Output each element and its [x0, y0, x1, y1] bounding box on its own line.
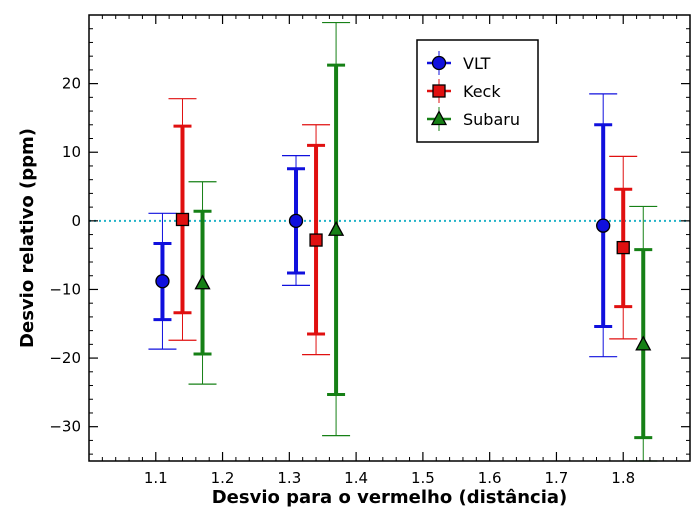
- y-tick-label: −20: [49, 349, 81, 367]
- x-tick-label: 1.6: [478, 469, 502, 487]
- y-tick-label: −30: [49, 418, 81, 436]
- subaru-data-point: [327, 220, 345, 236]
- error-bars: [148, 21, 658, 462]
- y-tick-label: 0: [71, 212, 81, 230]
- legend: VLT Keck Subaru: [416, 39, 539, 143]
- legend-label: Keck: [463, 82, 501, 101]
- subaru-data-point: [194, 274, 211, 290]
- y-tick-label: −10: [49, 280, 81, 298]
- x-tick-label: 1.1: [144, 469, 168, 487]
- vlt-data-point: [596, 218, 611, 233]
- subaru-data-point: [635, 335, 652, 351]
- x-tick-label: 1.2: [211, 469, 235, 487]
- legend-label: VLT: [463, 54, 491, 73]
- legend-swatch-vlt: [431, 55, 447, 71]
- vlt-data-point: [155, 274, 170, 289]
- legend-swatch-keck: [432, 84, 446, 98]
- x-tick-label: 1.4: [344, 469, 368, 487]
- x-axis-title: Desvio para o vermelho (distância): [212, 487, 568, 508]
- axis-ticks: [89, 15, 690, 461]
- x-tick-label: 1.5: [411, 469, 435, 487]
- tick-labels: 1.1 1.2 1.3 1.4 1.5 1.6 1.7 1.8 −30 −20 −10 0 10 20: [49, 75, 635, 487]
- plot-frame: [88, 14, 691, 462]
- vlt-data-point: [288, 213, 304, 228]
- y-axis-title: Desvio relativo (ppm): [17, 128, 38, 348]
- x-tick-label: 1.3: [277, 469, 301, 487]
- x-tick-label: 1.7: [545, 469, 569, 487]
- keck-data-point: [616, 240, 630, 255]
- x-tick-label: 1.8: [611, 469, 635, 487]
- keck-data-point: [309, 233, 323, 247]
- keck-data-point: [175, 212, 190, 227]
- data-markers: [155, 212, 652, 351]
- legend-swatch-subaru: [430, 110, 448, 126]
- y-tick-label: 20: [62, 75, 81, 93]
- legend-label: Subaru: [463, 110, 520, 129]
- y-tick-label: 10: [62, 143, 81, 161]
